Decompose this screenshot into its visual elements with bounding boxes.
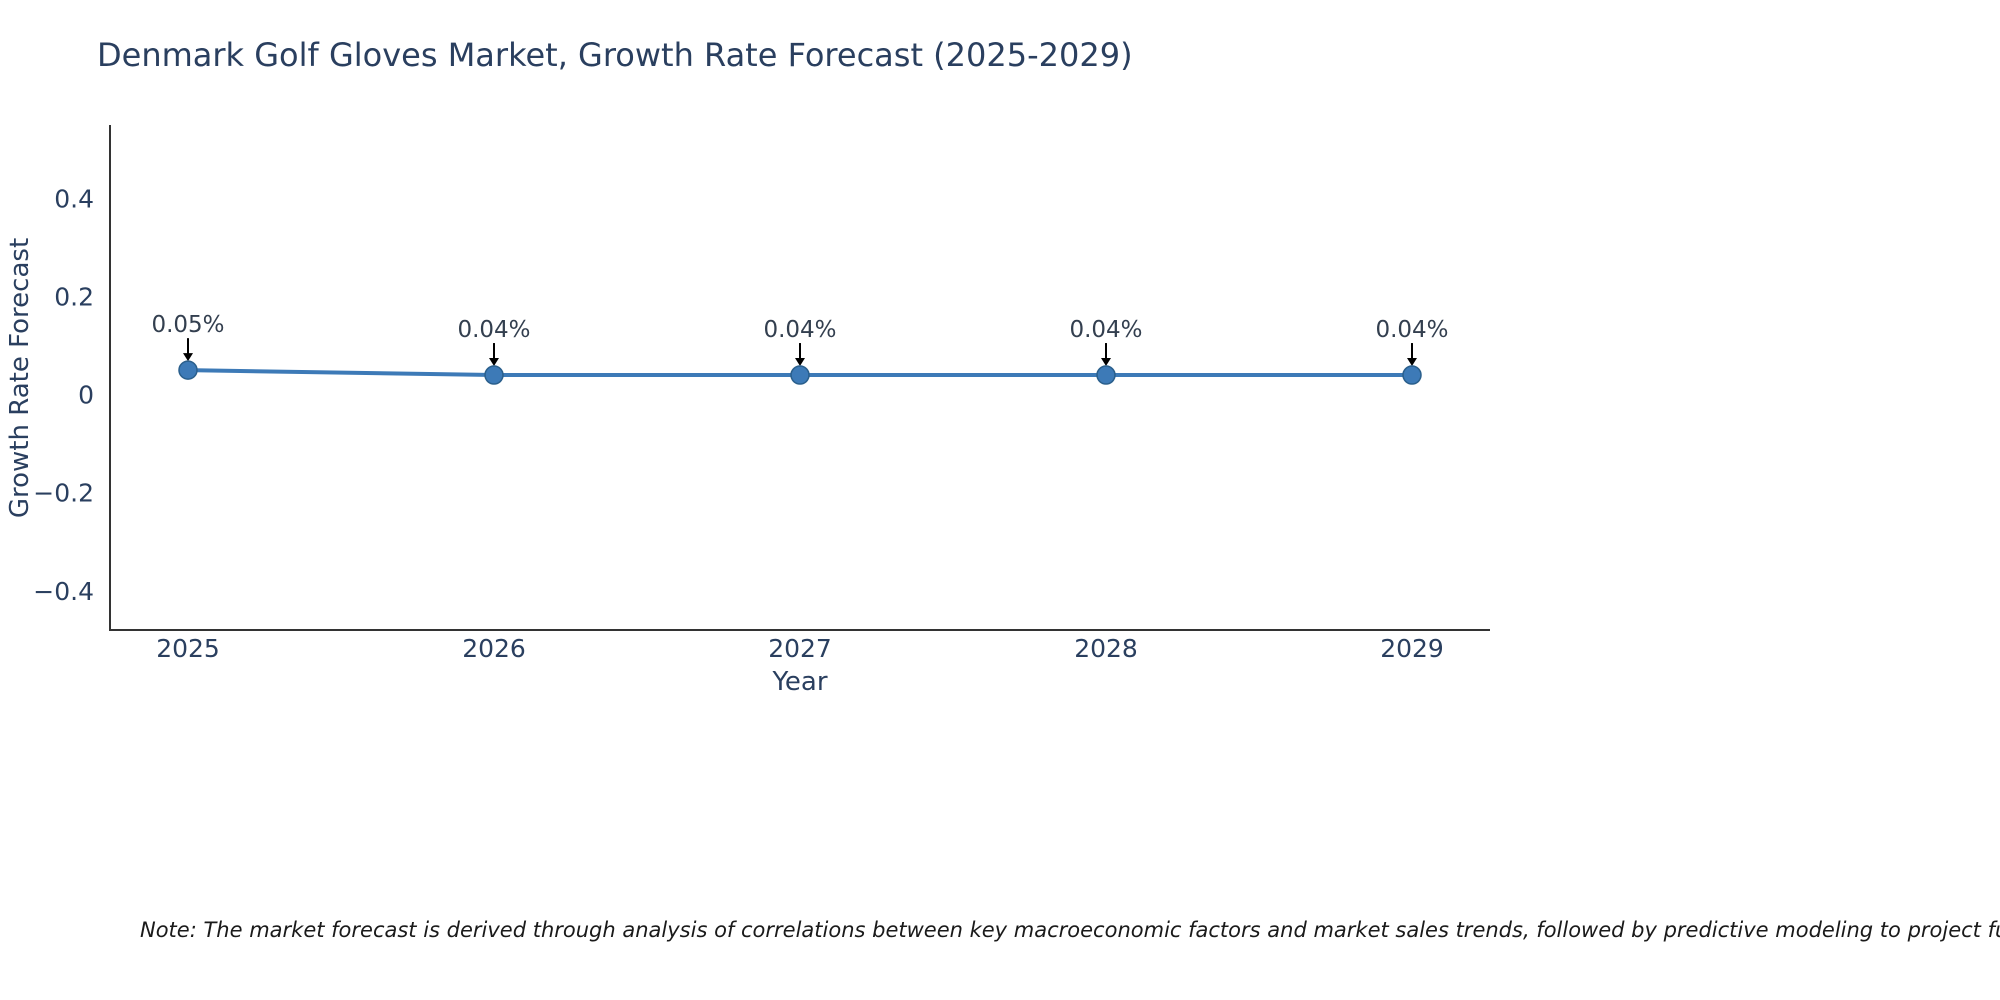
x-tick-label: 2028 [1074, 634, 1138, 663]
annotation-label: 0.04% [1375, 317, 1448, 343]
footnote: Note: The market forecast is derived thr… [140, 918, 2000, 942]
x-tick-label: 2029 [1380, 634, 1444, 663]
annotation-label: 0.04% [1069, 317, 1142, 343]
y-tick-label: 0.4 [54, 185, 94, 214]
y-tick-label: −0.4 [33, 577, 94, 606]
annotation-arrowhead [489, 358, 499, 367]
x-axis-title: Year [771, 667, 827, 697]
data-point-marker [790, 365, 810, 385]
annotation-arrowhead [795, 358, 805, 367]
footnote-text: Note: The market forecast is derived thr… [140, 918, 2000, 942]
x-tick-label: 2026 [462, 634, 526, 663]
y-tick-label: 0 [78, 381, 94, 410]
chart-plot-area: −0.4 −0.2 0 0.2 0.4 2025 2026 2027 2028 2029 0.05%… [33, 125, 1490, 663]
annotation-label: 0.04% [457, 317, 530, 343]
annotation-arrowhead [183, 353, 193, 362]
y-tick-label: −0.2 [33, 479, 94, 508]
annotation-arrowhead [1101, 358, 1111, 367]
annotation-arrowhead [1407, 358, 1417, 367]
data-point-marker [178, 360, 198, 380]
x-tick-label: 2025 [156, 634, 220, 663]
y-tick-label: 0.2 [54, 283, 94, 312]
data-point-marker [484, 365, 504, 385]
annotation-label: 0.05% [151, 312, 224, 338]
annotation-label: 0.04% [763, 317, 836, 343]
axis-lines [109, 125, 1490, 631]
data-point-marker [1096, 365, 1116, 385]
chart-title: Denmark Golf Gloves Market, Growth Rate … [97, 36, 1133, 74]
x-tick-label: 2027 [768, 634, 832, 663]
data-point-marker [1402, 365, 1422, 385]
y-axis-title: Growth Rate Forecast [5, 238, 35, 518]
